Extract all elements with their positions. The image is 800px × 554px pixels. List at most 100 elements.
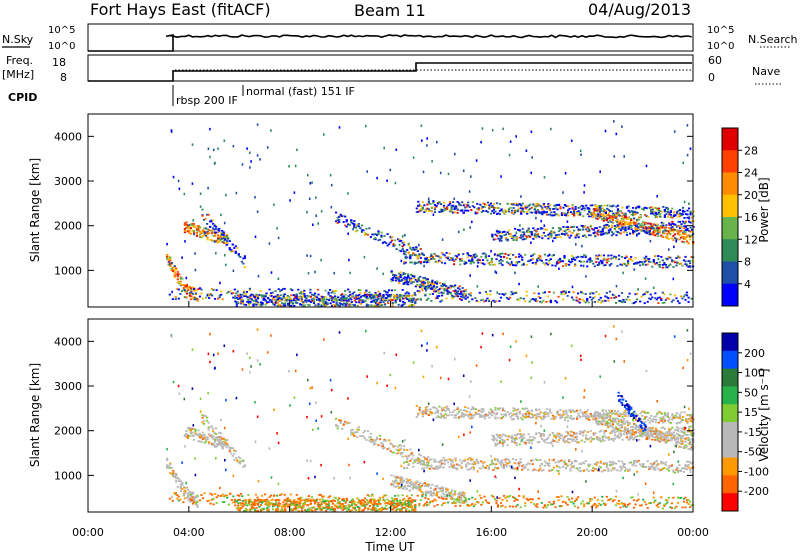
data-cell: [419, 248, 422, 251]
data-cell: [219, 435, 222, 438]
data-cell: [557, 233, 561, 236]
data-cell: [455, 499, 458, 501]
data-cell: [427, 210, 430, 212]
data-cell: [188, 294, 191, 297]
data-cell: [468, 293, 471, 296]
data-cell: [451, 294, 454, 297]
data-cell: [207, 186, 209, 190]
data-cell: [397, 452, 400, 454]
data-cell: [403, 241, 406, 244]
data-cell: [480, 256, 483, 258]
data-cell: [602, 219, 605, 222]
data-cell: [632, 207, 635, 209]
data-cell: [692, 210, 695, 213]
data-cell: [663, 293, 666, 296]
data-cell: [495, 413, 499, 415]
data-cell: [201, 297, 205, 300]
data-cell: [559, 413, 562, 416]
data-cell: [460, 292, 463, 294]
data-cell: [491, 409, 494, 412]
data-cell: [270, 502, 273, 505]
data-cell: [439, 203, 443, 205]
data-cell: [205, 232, 208, 234]
data-cell: [542, 261, 545, 264]
data-cell: [551, 227, 554, 229]
data-cell: [372, 443, 376, 445]
data-cell: [507, 262, 510, 265]
data-cell: [218, 229, 221, 232]
data-cell: [611, 219, 614, 221]
data-cell: [666, 236, 669, 239]
data-cell: [360, 224, 363, 227]
data-cell: [621, 212, 624, 215]
data-cell: [249, 301, 252, 303]
data-cell: [426, 490, 429, 493]
data-cell: [498, 300, 501, 302]
data-cell: [391, 289, 394, 292]
data-cell: [462, 415, 465, 418]
data-cell: [262, 507, 266, 510]
data-cell: [542, 417, 545, 420]
data-cell: [455, 416, 458, 419]
data-cell: [429, 282, 432, 284]
data-cell: [639, 229, 642, 231]
data-cell: [412, 248, 415, 251]
data-cell: [488, 204, 491, 207]
data-cell: [515, 231, 518, 235]
data-cell: [348, 291, 351, 293]
data-cell: [169, 259, 172, 262]
data-cell: [460, 259, 463, 262]
data-cell: [237, 254, 240, 257]
data-cell: [559, 228, 562, 231]
data-cell: [282, 287, 285, 290]
data-cell: [377, 297, 380, 300]
data-cell: [303, 293, 306, 295]
data-cell: [445, 285, 448, 287]
data-cell: [408, 277, 411, 280]
data-cell: [223, 242, 226, 244]
data-cell: [610, 231, 613, 233]
data-cell: [689, 210, 692, 213]
data-cell: [328, 299, 331, 302]
data-cell: [404, 272, 407, 275]
data-cell: [542, 204, 545, 207]
data-cell: [330, 291, 333, 294]
data-cell: [436, 255, 439, 257]
data-cell: [425, 492, 428, 494]
data-cell: [377, 239, 380, 242]
data-cell: [536, 412, 539, 415]
data-cell: [482, 210, 485, 212]
data-cell: [649, 293, 652, 296]
data-cell: [536, 209, 539, 211]
data-cell: [179, 280, 182, 283]
data-cell: [191, 491, 195, 494]
data-cell: [411, 488, 414, 490]
data-cell: [352, 506, 355, 509]
data-cell: [586, 414, 589, 417]
data-cell: [396, 500, 399, 503]
data-cell: [540, 301, 543, 304]
data-cell: [552, 254, 555, 256]
data-cell: [582, 205, 585, 208]
data-cell: [571, 255, 574, 257]
data-cell: [396, 508, 399, 511]
data-cell: [630, 217, 633, 220]
data-cell: [254, 196, 256, 199]
data-cell: [373, 507, 376, 509]
data-cell: [206, 223, 209, 225]
data-cell: [419, 488, 422, 491]
data-cell: [627, 218, 630, 220]
data-cell: [205, 436, 208, 439]
data-cell: [510, 293, 513, 296]
data-cell: [382, 272, 384, 276]
data-cell: [454, 498, 457, 501]
data-cell: [466, 253, 469, 256]
data-cell: [183, 224, 186, 226]
data-cell: [503, 212, 506, 215]
data-cell: [613, 225, 616, 227]
data-cell: [594, 235, 597, 238]
data-cell: [447, 204, 450, 206]
data-cell: [206, 230, 209, 233]
data-cell: [190, 491, 193, 494]
data-cell: [317, 293, 320, 296]
